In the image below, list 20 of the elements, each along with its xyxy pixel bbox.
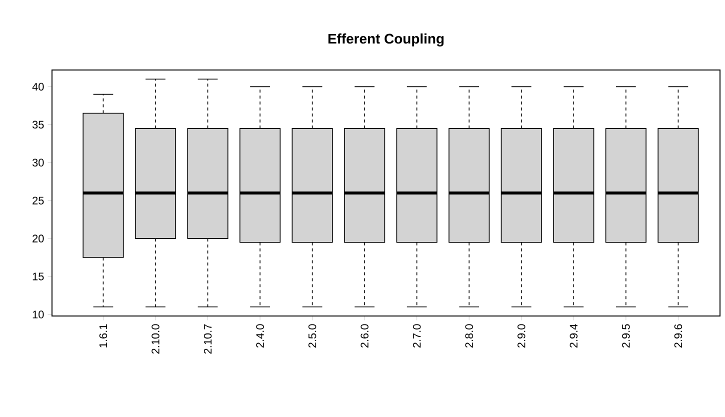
y-tick-label: 40 xyxy=(32,82,44,91)
x-tick-label: 2.9.5 xyxy=(622,324,630,348)
x-tick-label: 2.6.0 xyxy=(360,324,368,348)
y-tick-label: 35 xyxy=(32,120,44,129)
x-tick-label: 2.10.0 xyxy=(152,324,160,354)
x-tick-label: 2.9.4 xyxy=(570,324,578,348)
y-tick-label: 20 xyxy=(32,234,44,242)
x-tick-label: 2.5.0 xyxy=(308,324,316,348)
x-tick-label: 2.9.0 xyxy=(518,324,526,348)
x-tick-label: 2.7.0 xyxy=(412,324,421,348)
y-tick-label: 15 xyxy=(32,272,44,280)
x-tick-label: 2.9.6 xyxy=(674,324,682,348)
chart-title: Efferent Coupling xyxy=(328,33,444,46)
y-tick-label: 30 xyxy=(32,158,44,167)
x-tick-label: 1.6.1 xyxy=(99,324,108,348)
y-tick-label: 10 xyxy=(32,310,44,318)
x-tick-label: 2.8.0 xyxy=(465,324,473,348)
y-tick-label: 25 xyxy=(32,196,44,204)
x-tick-label: 2.10.7 xyxy=(204,324,212,354)
x-tick-label: 2.4.0 xyxy=(256,324,264,348)
